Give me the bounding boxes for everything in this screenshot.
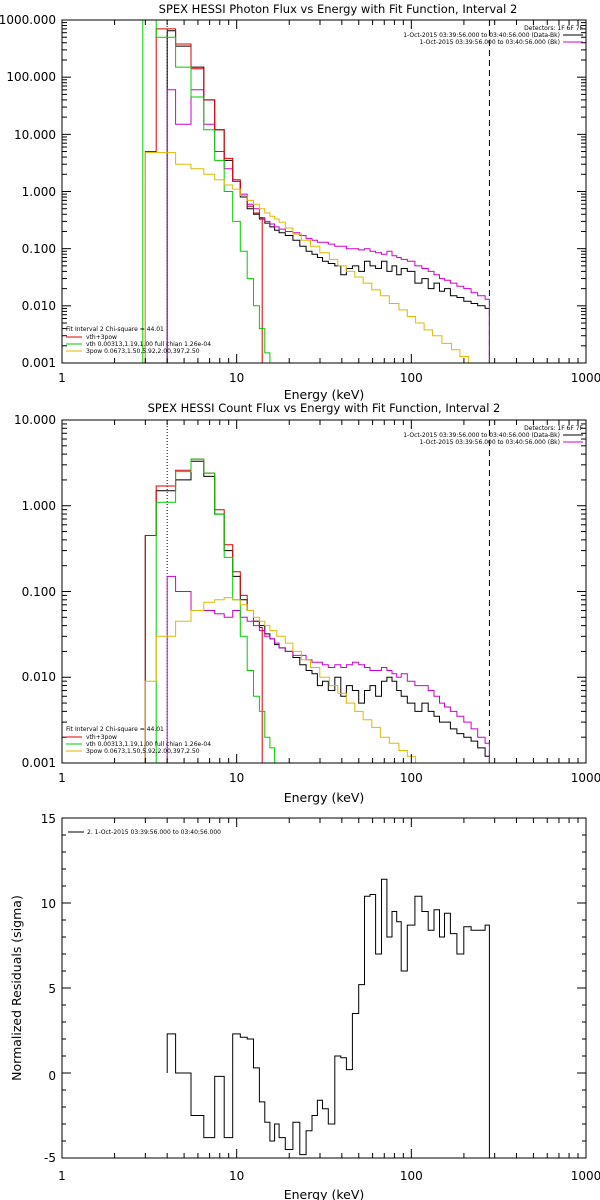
x-axis-label: Energy (keV) bbox=[284, 790, 365, 805]
y-tick-label: 0.100 bbox=[22, 585, 56, 599]
panel-photon-flux: SPEX HESSI Photon Flux vs Energy with Fi… bbox=[0, 2, 600, 402]
y-tick-label: 0.100 bbox=[22, 242, 56, 256]
legend-detectors: Detectors: 1F 6F 7F bbox=[524, 25, 583, 32]
legend-vth: vth 0.00313,1.19,1.00 full chian 1.26e-0… bbox=[86, 341, 211, 348]
x-tick-label: 10 bbox=[229, 771, 244, 785]
legend-entry-data: 1-Oct-2015 03:39:56.000 to 03:40:56.000 … bbox=[403, 32, 560, 39]
y-tick-label: 10.000 bbox=[14, 413, 56, 427]
y-tick-label: 0.010 bbox=[22, 670, 56, 684]
legend-entry-bk: 1-Oct-2015 03:39:56.000 to 03:40:56.000 … bbox=[420, 439, 561, 446]
tick-marks bbox=[62, 420, 586, 763]
plot-area bbox=[142, 20, 490, 363]
legend-fit-interval: Fit Interval 2 Chi-square = 44.01 bbox=[66, 726, 164, 733]
x-tick-label: 1 bbox=[58, 371, 66, 385]
y-tick-label: 1000.000 bbox=[0, 13, 56, 27]
y-tick-label: 100.000 bbox=[6, 70, 56, 84]
x-tick-label: 1000 bbox=[571, 771, 600, 785]
y-tick-label: 10 bbox=[41, 897, 56, 911]
y-tick-label: 0.010 bbox=[22, 299, 56, 313]
legend-fit-interval: Fit Interval 2 Chi-square = 44.01 bbox=[66, 326, 164, 333]
x-tick-label: 1000 bbox=[571, 371, 600, 385]
legend-entry-data: 1-Oct-2015 03:39:56.000 to 03:40:56.000 … bbox=[403, 432, 560, 439]
series-group bbox=[166, 878, 490, 1158]
chart-title: SPEX HESSI Photon Flux vs Energy with Fi… bbox=[159, 2, 518, 16]
x-tick-label: 1000 bbox=[571, 1169, 600, 1183]
x-tick-label: 1 bbox=[58, 771, 66, 785]
chart-title: SPEX HESSI Count Flux vs Energy with Fit… bbox=[148, 401, 501, 415]
panel-residuals: 1 10 100 1000 -5 0 5 10 15 Energy (keV) … bbox=[9, 812, 600, 1200]
legend-entry-bk: 1-Oct-2015 03:39:56.000 to 03:40:56.000 … bbox=[420, 39, 561, 46]
y-tick-label: 0.001 bbox=[22, 356, 56, 370]
x-tick-label: 10 bbox=[229, 1169, 244, 1183]
series-group bbox=[142, 20, 490, 363]
legend-vth3pow: vth+3pow bbox=[86, 734, 117, 741]
legend-detectors: Detectors: 1F 6F 7F bbox=[524, 425, 583, 432]
legend-entry: 2. 1-Oct-2015 03:39:56.000 to 03:40:56.0… bbox=[87, 829, 221, 836]
y-tick-label: 0.001 bbox=[22, 756, 56, 770]
series-line-4 bbox=[144, 597, 437, 763]
plot-area bbox=[166, 878, 490, 1158]
series-line-4 bbox=[144, 152, 490, 363]
series-line-2 bbox=[144, 28, 263, 363]
panel-count-flux: SPEX HESSI Count Flux vs Energy with Fit… bbox=[14, 401, 600, 805]
series-group bbox=[144, 420, 490, 763]
y-tick-label: 0 bbox=[48, 1069, 56, 1083]
plot-area bbox=[144, 420, 490, 763]
tick-marks bbox=[62, 817, 586, 1159]
x-tick-label: 100 bbox=[400, 1169, 423, 1183]
series-line-1 bbox=[166, 575, 490, 763]
y-tick-label: 1.000 bbox=[22, 185, 56, 199]
x-axis-label: Energy (keV) bbox=[284, 1187, 365, 1200]
series-line-1 bbox=[166, 89, 490, 363]
series-line-0 bbox=[166, 878, 490, 1158]
legend-3pow: 3pow 0.0673,1.50,5.92,2.00,397,2.50 bbox=[86, 348, 200, 355]
y-tick-label: 5 bbox=[48, 982, 56, 996]
legend-vth3pow: vth+3pow bbox=[86, 334, 117, 341]
x-tick-label: 100 bbox=[400, 771, 423, 785]
x-axis-label: Energy (keV) bbox=[284, 387, 365, 402]
y-tick-label: -5 bbox=[44, 1151, 56, 1165]
tick-marks bbox=[62, 20, 586, 363]
legend-3pow: 3pow 0.0673,1.50,5.92,2.00,397,2.50 bbox=[86, 748, 200, 755]
y-tick-label: 15 bbox=[41, 812, 56, 826]
x-tick-label: 100 bbox=[400, 371, 423, 385]
y-tick-label: 1.000 bbox=[22, 499, 56, 513]
y-tick-label: 10.000 bbox=[14, 128, 56, 142]
series-line-3 bbox=[142, 20, 282, 363]
x-tick-label: 1 bbox=[58, 1169, 66, 1183]
legend-vth: vth 0.00313,1.19,1.00 full chian 1.26e-0… bbox=[86, 741, 211, 748]
y-axis-label: Normalized Residuals (sigma) bbox=[9, 895, 24, 1081]
x-tick-label: 10 bbox=[229, 371, 244, 385]
